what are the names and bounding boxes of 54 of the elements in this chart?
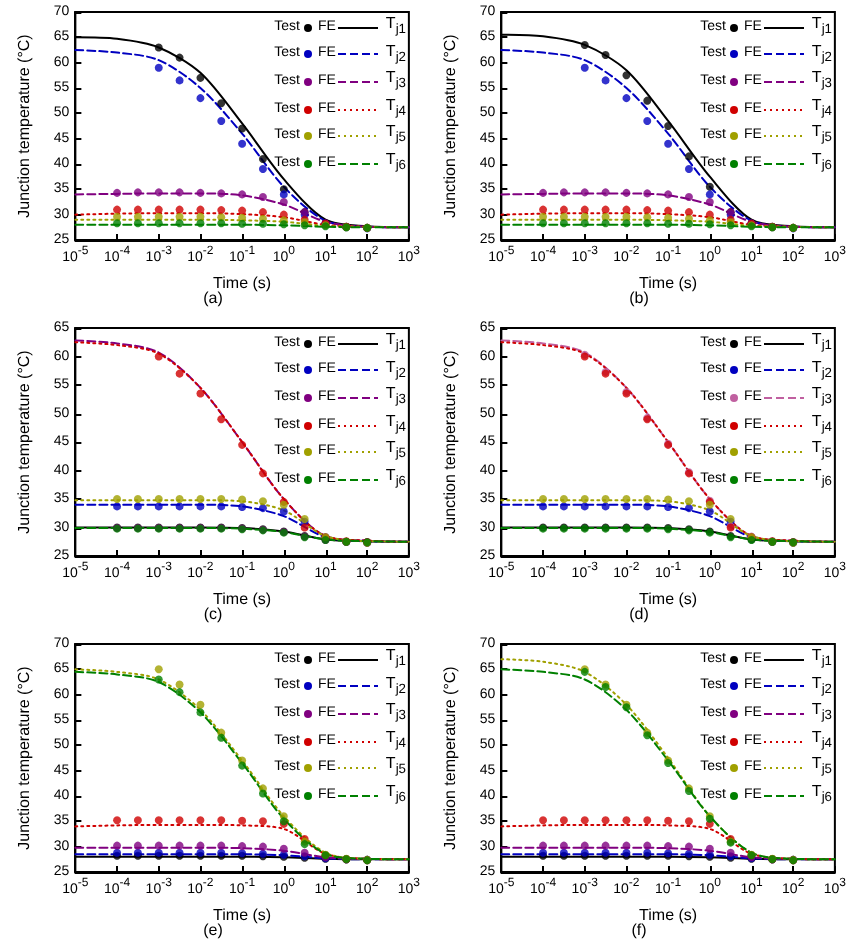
annotation: T$_{j4}$	[811, 411, 832, 439]
text: (d)	[629, 605, 650, 623]
annotation: T$_{j6}$	[385, 149, 406, 178]
y-axis-title: Junction temperature (°C)	[15, 665, 33, 850]
annotation: T$_{j2}$	[811, 41, 832, 69]
x-axis-title: Time (s)	[639, 905, 698, 924]
y-axis-title: Junction temperature (°C)	[441, 665, 459, 850]
text: (e)	[203, 921, 224, 939]
annotation: T$_{j4}$	[811, 95, 832, 123]
text: (f)	[631, 921, 648, 939]
annotation: T$_{j5}$	[385, 754, 406, 782]
annotation: T$_{j3}$	[385, 700, 406, 728]
annotation: T$_{j1}$	[385, 646, 406, 674]
annotation: T$_{j1}$	[385, 14, 406, 42]
annotation: T$_{j5}$	[811, 754, 832, 782]
annotation: T$_{j1}$	[811, 330, 832, 358]
y-axis-title: Junction temperature (°C)	[441, 349, 459, 534]
annotation: T$_{j1}$	[811, 646, 832, 674]
annotation: T$_{j2}$	[385, 41, 406, 69]
annotation: T$_{j5}$	[385, 122, 406, 150]
annotation: T$_{j5}$	[385, 438, 406, 466]
annotation: T$_{j2}$	[811, 673, 832, 701]
annotation: T$_{j3}$	[385, 68, 406, 96]
text: (c)	[203, 605, 223, 623]
y-axis-title: Junction temperature (°C)	[15, 349, 33, 534]
annotation: T$_{j5}$	[811, 122, 832, 150]
x-axis-title: Time (s)	[639, 273, 698, 292]
annotation: T$_{j3}$	[811, 68, 832, 96]
annotation: T$_{j3}$	[385, 384, 406, 412]
annotation: T$_{j6}$	[811, 781, 832, 810]
x-axis-title: Time (s)	[213, 589, 272, 608]
annotation: T$_{j3}$	[811, 384, 832, 412]
x-axis-title: Time (s)	[213, 905, 272, 924]
annotation: T$_{j6}$	[385, 781, 406, 810]
annotation: T$_{j1}$	[811, 14, 832, 42]
annotation: T$_{j5}$	[811, 438, 832, 466]
annotation: T$_{j6}$	[385, 465, 406, 494]
annotation: T$_{j1}$	[385, 330, 406, 358]
annotation: T$_{j6}$	[811, 149, 832, 178]
y-axis-title: Junction temperature (°C)	[441, 33, 459, 218]
y-axis-title: Junction temperature (°C)	[15, 33, 33, 218]
annotation: T$_{j2}$	[385, 673, 406, 701]
text: (a)	[203, 289, 224, 307]
annotation: T$_{j6}$	[811, 465, 832, 494]
annotation: T$_{j4}$	[385, 95, 406, 123]
annotation: T$_{j4}$	[811, 727, 832, 755]
x-axis-title: Time (s)	[213, 273, 272, 292]
annotation: T$_{j3}$	[811, 700, 832, 728]
annotation: T$_{j2}$	[385, 357, 406, 385]
annotation: T$_{j2}$	[811, 357, 832, 385]
text: (b)	[629, 289, 650, 307]
annotation: T$_{j4}$	[385, 411, 406, 439]
annotation: T$_{j4}$	[385, 727, 406, 755]
x-axis-title: Time (s)	[639, 589, 698, 608]
